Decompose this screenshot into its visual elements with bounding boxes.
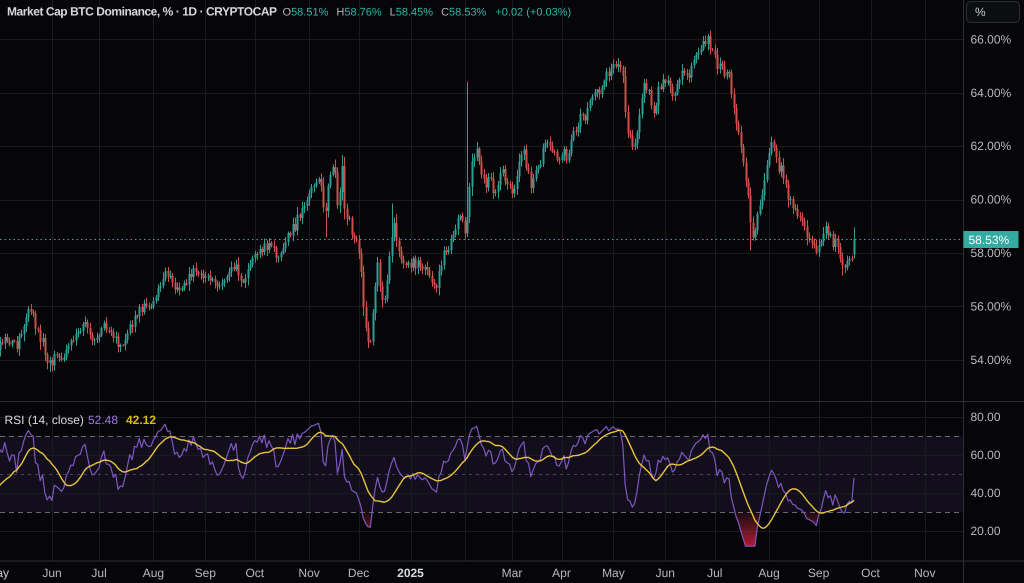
svg-text:20.00: 20.00 [971, 524, 1001, 538]
svg-text:Sep: Sep [808, 566, 830, 580]
svg-text:Oct: Oct [861, 566, 880, 580]
svg-text:52.48: 52.48 [88, 413, 118, 427]
svg-text:40.00: 40.00 [971, 486, 1001, 500]
svg-text:%: % [975, 5, 986, 19]
svg-text:Jul: Jul [91, 566, 106, 580]
svg-text:May: May [0, 566, 9, 580]
svg-text:Aug: Aug [143, 566, 164, 580]
svg-text:56.00%: 56.00% [971, 299, 1012, 313]
svg-text:2025: 2025 [397, 566, 424, 580]
svg-text:Jul: Jul [707, 566, 722, 580]
svg-text:62.00%: 62.00% [971, 139, 1012, 153]
svg-text:42.12: 42.12 [126, 413, 156, 427]
svg-text:64.00%: 64.00% [971, 86, 1012, 100]
svg-text:58.53%: 58.53% [969, 233, 1010, 247]
svg-text:Aug: Aug [758, 566, 779, 580]
svg-text:Mar: Mar [502, 566, 523, 580]
svg-text:Dec: Dec [348, 566, 369, 580]
svg-text:54.00%: 54.00% [971, 353, 1012, 367]
svg-text:May: May [0, 566, 9, 580]
svg-text:Oct: Oct [245, 566, 264, 580]
svg-text:Nov: Nov [298, 566, 319, 580]
svg-text:Jun: Jun [656, 566, 675, 580]
svg-text:O58.51%H58.76%L58.45%C58.53%+0: O58.51% H58.76% L58.45% C58.53% +0.02 (+0.03… [283, 7, 572, 19]
svg-text:66.00%: 66.00% [971, 32, 1012, 46]
svg-text:58.00%: 58.00% [971, 246, 1012, 260]
svg-text:Apr: Apr [552, 566, 571, 580]
svg-text:Sep: Sep [195, 566, 217, 580]
svg-text:Market Cap BTC Dominance, % ·: Market Cap BTC Dominance, % · 1D · CRYPT… [7, 5, 277, 19]
svg-text:60.00%: 60.00% [971, 193, 1012, 207]
svg-text:60.00: 60.00 [971, 448, 1001, 462]
svg-text:80.00: 80.00 [971, 410, 1001, 424]
svg-text:RSI (14, close): RSI (14, close) [5, 413, 84, 427]
svg-text:Nov: Nov [914, 566, 935, 580]
svg-text:Jun: Jun [42, 566, 61, 580]
svg-text:May: May [602, 566, 625, 580]
